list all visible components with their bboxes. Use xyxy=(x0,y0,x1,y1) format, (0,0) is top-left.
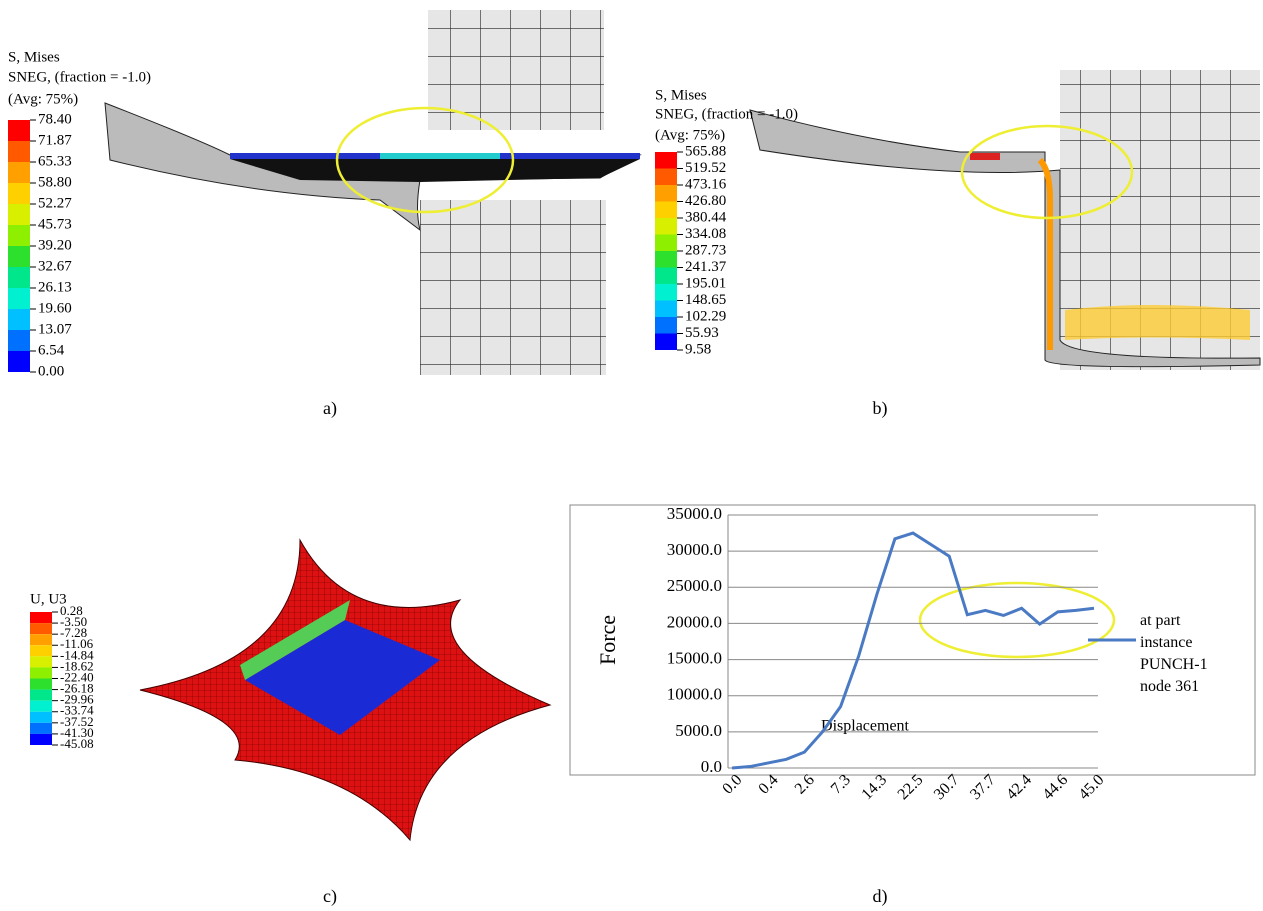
legend-value: 58.80 xyxy=(38,174,72,190)
y-tick-label: 15000.0 xyxy=(667,648,722,667)
color-swatch xyxy=(8,246,30,267)
color-swatch xyxy=(655,301,677,318)
fem-b xyxy=(750,70,1260,370)
color-swatch xyxy=(655,218,677,235)
legend-value: 473.16 xyxy=(685,176,727,192)
legend-value: -45.08 xyxy=(60,736,94,751)
legend-value: 102.29 xyxy=(685,308,726,324)
legend-value: 19.60 xyxy=(38,300,72,316)
color-swatch xyxy=(8,288,30,309)
color-swatch xyxy=(655,235,677,252)
color-swatch xyxy=(655,251,677,268)
y-tick-label: 5000.0 xyxy=(675,721,722,740)
color-swatch xyxy=(655,317,677,334)
color-swatch xyxy=(8,225,30,246)
legend-value: 148.65 xyxy=(685,292,726,308)
y-tick-label: 30000.0 xyxy=(667,540,722,559)
color-swatch xyxy=(655,284,677,301)
color-swatch xyxy=(655,268,677,285)
color-swatch xyxy=(655,185,677,202)
caption: c) xyxy=(323,886,337,907)
highlight-ellipse xyxy=(920,583,1114,657)
caption: d) xyxy=(873,886,888,907)
color-swatch xyxy=(8,183,30,204)
legend-value: 32.67 xyxy=(38,258,72,274)
color-swatch xyxy=(8,204,30,225)
color-swatch xyxy=(30,645,52,656)
color-swatch xyxy=(30,701,52,712)
color-swatch xyxy=(8,351,30,372)
legend-value: 39.20 xyxy=(38,237,72,253)
x-tick-label: 45.0 xyxy=(1076,771,1108,803)
color-swatch xyxy=(655,169,677,186)
x-tick-label: 30.7 xyxy=(931,771,963,803)
legend-value: 241.37 xyxy=(685,259,727,275)
legend-label: at part instance PUNCH-1 node 361 xyxy=(1140,610,1220,698)
color-swatch xyxy=(655,202,677,219)
legend-value: 287.73 xyxy=(685,242,726,258)
legend-title: (Avg: 75%) xyxy=(655,127,725,143)
legend-value: 71.87 xyxy=(38,132,72,148)
color-swatch xyxy=(30,656,52,667)
x-tick-label: 42.4 xyxy=(1003,771,1035,803)
legend-value: 55.93 xyxy=(685,325,719,341)
legend-value: 380.44 xyxy=(685,209,727,225)
legend-value: 78.40 xyxy=(38,111,72,127)
fem-c xyxy=(140,540,550,840)
legend-value: 334.08 xyxy=(685,226,726,242)
color-swatch xyxy=(30,612,52,623)
legend-value: 9.58 xyxy=(685,341,711,357)
y-tick-label: 0.0 xyxy=(701,757,722,776)
color-swatch xyxy=(30,712,52,723)
page: a) S, Mises SNEG, (fraction = -1.0) (Avg: 7… xyxy=(0,0,1263,911)
figure-canvas: a) S, Mises SNEG, (fraction = -1.0) (Avg: 7… xyxy=(0,0,1263,911)
legend-value: 45.73 xyxy=(38,216,72,232)
x-tick-label: 14.3 xyxy=(858,771,890,803)
legend-value: 52.27 xyxy=(38,195,72,211)
y-axis-label: Force xyxy=(595,615,620,665)
figure: a) S, Mises SNEG, (fraction = -1.0) (Avg: 7… xyxy=(0,0,1263,911)
legend-title: S, Mises xyxy=(8,49,60,65)
color-swatch xyxy=(655,152,677,169)
color-swatch xyxy=(30,623,52,634)
y-tick-label: 35000.0 xyxy=(667,504,722,523)
legend-title: (Avg: 75%) xyxy=(8,91,78,107)
y-tick-label: 25000.0 xyxy=(667,576,722,595)
color-swatch xyxy=(8,267,30,288)
legend-value: 195.01 xyxy=(685,275,726,291)
legend-value: 65.33 xyxy=(38,153,72,169)
legend-value: 6.54 xyxy=(38,342,65,358)
color-swatch xyxy=(30,723,52,734)
legend-value: 519.52 xyxy=(685,160,726,176)
fem-a xyxy=(105,10,640,375)
legend-title: SNEG, (fraction = -1.0) xyxy=(8,69,151,85)
legend-value: 0.00 xyxy=(38,363,64,379)
color-swatch xyxy=(8,330,30,351)
line-series xyxy=(732,533,1094,768)
legend-value: 426.80 xyxy=(685,193,726,209)
color-swatch xyxy=(8,162,30,183)
color-swatch xyxy=(30,679,52,690)
color-swatch xyxy=(8,141,30,162)
caption: b) xyxy=(873,398,888,419)
legend-value: 13.07 xyxy=(38,321,72,337)
legend-title: SNEG, (fraction = -1.0) xyxy=(655,106,798,122)
legend-value: 26.13 xyxy=(38,279,72,295)
caption: a) xyxy=(323,398,337,419)
color-swatch xyxy=(8,120,30,141)
color-swatch xyxy=(30,690,52,701)
color-swatch xyxy=(655,334,677,351)
legend-value: 565.88 xyxy=(685,143,726,159)
x-tick-label: 44.6 xyxy=(1039,771,1071,803)
color-swatch xyxy=(30,634,52,645)
color-swatch xyxy=(30,667,52,678)
color-swatch xyxy=(30,734,52,745)
x-tick-label: 37.7 xyxy=(967,771,999,803)
x-axis-label: Displacement xyxy=(821,718,910,735)
y-tick-label: 20000.0 xyxy=(667,612,722,631)
color-swatch xyxy=(8,309,30,330)
x-tick-label: 22.5 xyxy=(895,771,927,803)
y-tick-label: 10000.0 xyxy=(667,685,722,704)
legend-title: S, Mises xyxy=(655,87,707,103)
